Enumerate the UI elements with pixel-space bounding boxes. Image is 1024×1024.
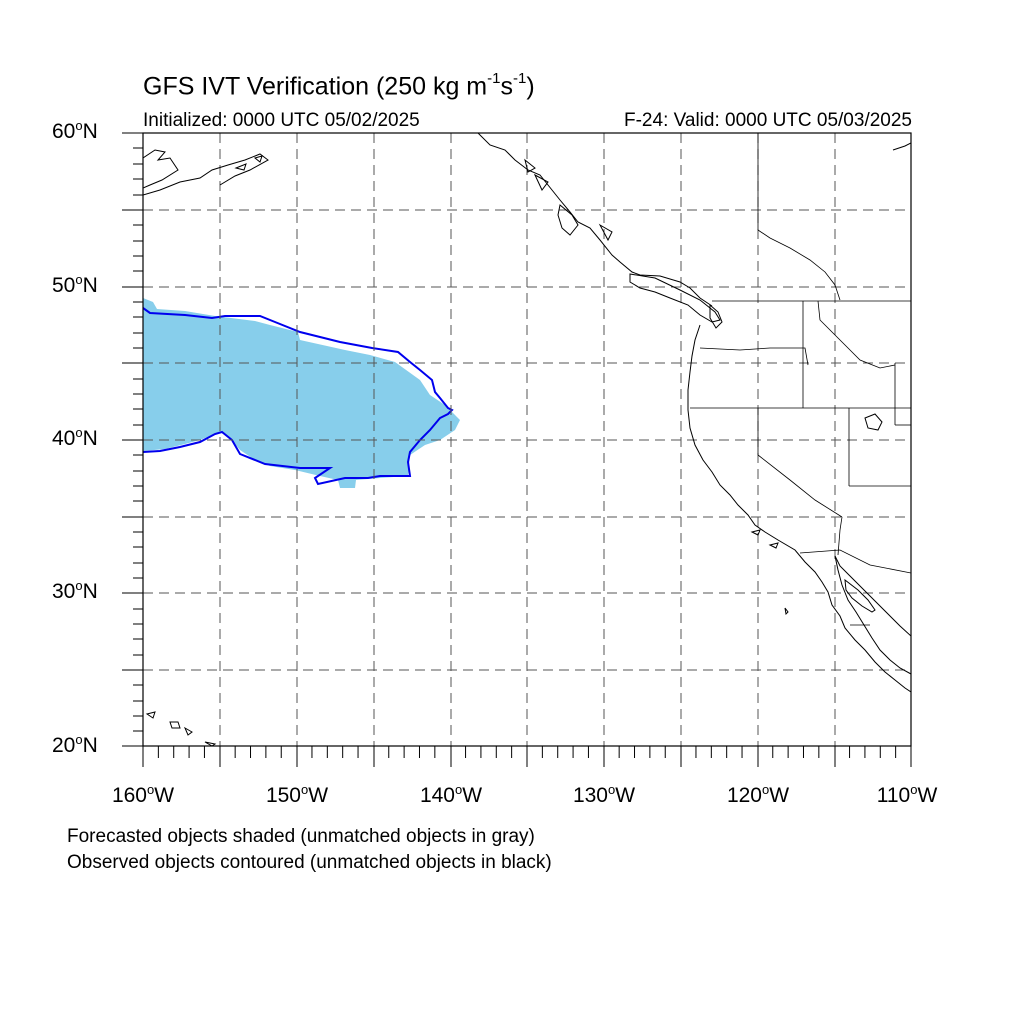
lon-label-150w: 150oW [265, 782, 329, 807]
forecast-legend-note: Forecasted objects shaded (unmatched obj… [67, 826, 535, 847]
lon-label-160w: 160oW [111, 782, 175, 807]
lat-label-50n: 50oN [52, 272, 98, 297]
bottom-minor-ticks [157, 746, 897, 758]
lon-label-110w: 110oW [876, 782, 938, 807]
map-title: GFS IVT Verification (250 kg m-1s-1) [143, 70, 535, 101]
lat-label-20n: 20oN [52, 732, 98, 757]
forecast-object-shaded [143, 298, 460, 488]
boundaries [690, 133, 911, 626]
lon-label-140w: 140oW [419, 782, 483, 807]
valid-time: F-24: Valid: 0000 UTC 05/03/2025 [624, 110, 912, 131]
axis-ticks [122, 132, 912, 767]
observed-object-contour [143, 307, 454, 486]
lat-label-30n: 30oN [52, 578, 98, 603]
initialized-time: Initialized: 0000 UTC 05/02/2025 [143, 110, 420, 131]
lat-label-40n: 40oN [52, 425, 98, 450]
observed-legend-note: Observed objects contoured (unmatched ob… [67, 852, 552, 873]
lat-label-60n: 60oN [52, 118, 98, 143]
lon-label-130w: 130oW [572, 782, 636, 807]
graticule [143, 133, 911, 746]
coastlines [143, 133, 911, 746]
lon-label-120w: 120oW [726, 782, 790, 807]
